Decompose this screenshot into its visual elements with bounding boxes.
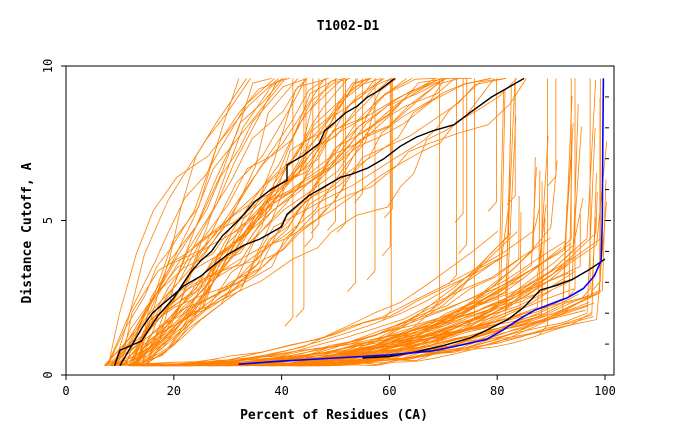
x-tick-label: 40	[274, 384, 288, 398]
background-curve	[317, 78, 327, 219]
background-curve	[295, 78, 305, 318]
background-curve	[292, 284, 542, 365]
background-curve	[113, 78, 251, 366]
background-curve	[506, 78, 516, 206]
background-curve	[154, 140, 573, 367]
background-curve	[581, 78, 591, 299]
background-curve	[142, 78, 373, 367]
background-curve	[123, 78, 367, 367]
background-curve	[224, 243, 572, 367]
background-curve	[139, 78, 383, 367]
background-curve	[366, 78, 376, 281]
highlight-curve-1	[113, 77, 396, 366]
background-curve	[466, 78, 475, 327]
x-tick-label: 100	[594, 384, 616, 398]
background-curve	[138, 78, 308, 366]
background-curve	[381, 78, 391, 257]
background-curve	[104, 78, 240, 366]
x-tick-label: 0	[62, 384, 69, 398]
background-curve	[487, 78, 497, 212]
background-curve	[109, 78, 351, 366]
background-curve	[128, 78, 338, 366]
background-curve	[114, 214, 581, 365]
background-curve	[128, 78, 283, 367]
y-axis: 0 5 10	[41, 59, 611, 379]
background-curve	[297, 78, 307, 187]
background-curve	[347, 78, 357, 292]
y-axis-title: Distance Cutoff, A	[20, 162, 35, 303]
x-tick-label: 20	[167, 384, 181, 398]
background-curve	[114, 78, 290, 366]
background-curve	[566, 78, 576, 299]
highlight-curve-2	[119, 77, 525, 367]
background-curve	[132, 78, 329, 366]
background-curve	[547, 78, 557, 186]
background-curve	[382, 78, 392, 321]
background-curve	[107, 78, 279, 366]
background-curve	[284, 78, 294, 327]
background-curves	[103, 78, 608, 367]
background-curve	[107, 78, 287, 366]
background-curve	[106, 78, 527, 367]
background-curve	[112, 78, 495, 367]
background-curve	[132, 78, 376, 366]
y-tick-label: 0	[41, 371, 55, 378]
background-curve	[327, 78, 336, 231]
x-axis: 0 20 40 60 80 100	[62, 375, 616, 398]
background-curve	[562, 78, 572, 248]
background-curve	[310, 79, 597, 367]
background-curve	[383, 78, 393, 219]
x-axis-title: Percent of Residues (CA)	[240, 408, 428, 423]
background-curve	[431, 78, 440, 311]
background-curve	[136, 78, 247, 366]
background-curve	[458, 78, 468, 254]
background-curve	[315, 312, 592, 367]
background-curve	[282, 160, 558, 366]
background-curve	[122, 78, 307, 366]
background-curve	[114, 78, 460, 367]
x-tick-label: 60	[382, 384, 396, 398]
background-curve	[310, 78, 320, 234]
background-curve	[539, 78, 548, 335]
chart-title: T1002-D1	[317, 19, 380, 34]
background-curve	[114, 78, 392, 366]
background-curve	[158, 230, 499, 365]
background-curve	[336, 78, 346, 233]
background-curve	[143, 78, 506, 367]
background-curve	[454, 78, 464, 223]
highlight-curves	[113, 77, 606, 367]
y-tick-label: 5	[41, 217, 55, 224]
background-curve	[106, 78, 275, 366]
background-curve	[448, 78, 457, 285]
background-curve	[132, 78, 413, 367]
y-tick-label: 10	[41, 59, 55, 73]
x-tick-label: 80	[490, 384, 504, 398]
best-model-curve	[238, 78, 605, 365]
background-curve	[140, 78, 448, 367]
background-curve	[109, 78, 448, 367]
background-curve	[131, 78, 492, 366]
background-curve	[109, 206, 541, 366]
background-curve	[129, 78, 445, 367]
background-curve	[354, 78, 364, 203]
background-curve	[206, 270, 576, 367]
background-curve	[304, 78, 314, 247]
background-curve	[143, 78, 407, 366]
background-curve	[123, 78, 447, 366]
background-curve	[139, 237, 551, 367]
background-curve	[591, 78, 601, 291]
